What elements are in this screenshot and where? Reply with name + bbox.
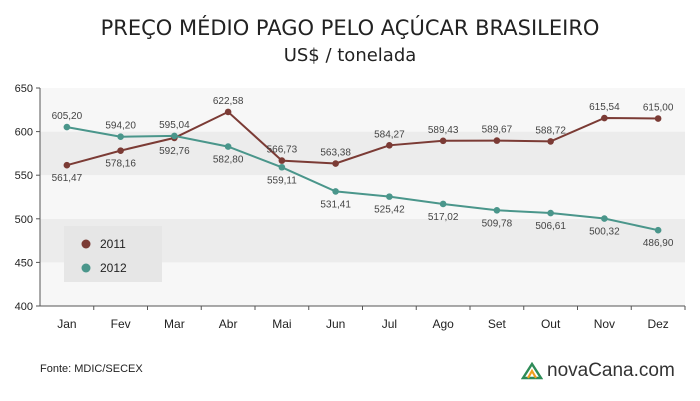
series-line-2012: [66, 126, 659, 232]
series-points: [63, 108, 662, 234]
novacana-logo-icon: [521, 362, 543, 380]
data-point-2012: [547, 209, 554, 217]
y-tick-label: 550: [15, 170, 33, 182]
legend-label-2012: 2012: [100, 261, 127, 275]
data-point-2011: [278, 157, 286, 164]
data-label-2011: 563,38: [320, 148, 351, 159]
series-line-2011: [66, 110, 659, 167]
x-tick-label: Jul: [382, 317, 397, 331]
data-label-2012: 500,32: [589, 227, 620, 238]
grid-band: [40, 88, 685, 132]
data-label-2011: 584,27: [374, 129, 405, 140]
data-label-2012: 509,78: [482, 218, 513, 229]
data-label-2012: 595,04: [159, 120, 190, 131]
data-label-2012: 525,42: [374, 205, 405, 216]
data-point-2012: [601, 215, 608, 222]
y-axis-ticks: 400 450 500 550 600 650: [15, 83, 40, 313]
x-tick-label: Jun: [326, 317, 345, 331]
y-tick-label: 600: [15, 127, 33, 139]
data-label-2012: 506,61: [535, 221, 566, 232]
x-axis-ticks: Jan Fev Mar Abr Mai Jun Jul Ago Set Out Nov Dez: [57, 306, 686, 331]
data-label-2011: 615,54: [589, 102, 620, 113]
source-note: Fonte: MDIC/SECEX: [40, 363, 143, 375]
data-point-2012: [654, 226, 662, 234]
data-label-2011: 589,67: [482, 125, 513, 136]
data-label-2011: 589,43: [428, 125, 459, 136]
data-point-2012: [332, 188, 339, 195]
brand-logo: novaCana.com: [521, 360, 675, 382]
data-point-2011: [332, 160, 339, 167]
data-point-2011: [439, 137, 447, 145]
legend: 2011 2012: [64, 226, 162, 282]
data-label-2012: 531,41: [320, 199, 351, 210]
legend-box: [64, 226, 162, 282]
legend-marker-2012: [81, 263, 91, 273]
data-point-2011: [493, 137, 501, 144]
x-tick-label: Jan: [57, 317, 76, 331]
data-point-2011: [224, 108, 232, 116]
legend-marker-2011: [81, 239, 91, 249]
grid-band: [40, 175, 685, 219]
data-point-2011: [654, 115, 662, 122]
data-label-2011: 566,73: [267, 145, 298, 156]
data-label-2011: 588,72: [535, 125, 566, 136]
x-tick-label: Dez: [647, 317, 668, 331]
data-label-2011: 578,16: [105, 159, 136, 170]
y-tick-label: 400: [15, 301, 33, 313]
data-labels: 561,47 605,20 578,16 594,20 592,76 595,04 622,…: [52, 96, 674, 249]
data-label-2011: 622,58: [213, 96, 244, 107]
data-point-2011: [117, 147, 124, 154]
legend-label-2011: 2011: [100, 237, 126, 251]
data-point-2012: [63, 123, 71, 131]
series-lines: [66, 110, 659, 232]
data-point-2011: [601, 114, 608, 122]
brand-name: novaCana.com: [547, 360, 675, 381]
data-point-2012: [117, 133, 124, 140]
y-tick-label: 650: [15, 83, 33, 95]
chart-subtitle: US$ / tonelada: [283, 45, 417, 66]
grid-bands: [40, 88, 685, 306]
data-label-2011: 592,76: [159, 146, 190, 157]
data-point-2012: [493, 206, 501, 214]
x-tick-label: Out: [541, 317, 561, 331]
x-tick-label: Abr: [219, 317, 238, 331]
x-tick-label: Mai: [272, 317, 291, 331]
data-label-2012: 517,02: [428, 212, 459, 223]
x-tick-label: Ago: [432, 317, 454, 331]
data-point-2012: [386, 193, 393, 200]
data-point-2011: [386, 142, 393, 149]
data-label-2012: 486,90: [643, 238, 674, 249]
data-point-2012: [224, 143, 232, 150]
x-tick-label: Mar: [164, 317, 185, 331]
y-tick-label: 450: [15, 257, 33, 269]
x-tick-label: Fev: [111, 317, 131, 331]
data-point-2012: [171, 132, 178, 140]
data-label-2011: 615,00: [643, 103, 674, 114]
chart-title: PREÇO MÉDIO PAGO PELO AÇÚCAR BRASILEIRO: [100, 16, 600, 40]
data-label-2011: 561,47: [52, 173, 83, 184]
data-point-2011: [63, 161, 71, 169]
x-tick-label: Nov: [594, 317, 615, 331]
data-label-2012: 594,20: [105, 121, 136, 132]
x-tick-label: Set: [488, 317, 507, 331]
data-point-2011: [547, 138, 554, 145]
data-point-2012: [439, 200, 447, 208]
data-label-2012: 582,80: [213, 155, 244, 166]
data-label-2012: 559,11: [267, 175, 297, 186]
data-label-2012: 605,20: [52, 111, 83, 122]
y-tick-label: 500: [15, 214, 33, 226]
data-point-2012: [278, 163, 286, 171]
